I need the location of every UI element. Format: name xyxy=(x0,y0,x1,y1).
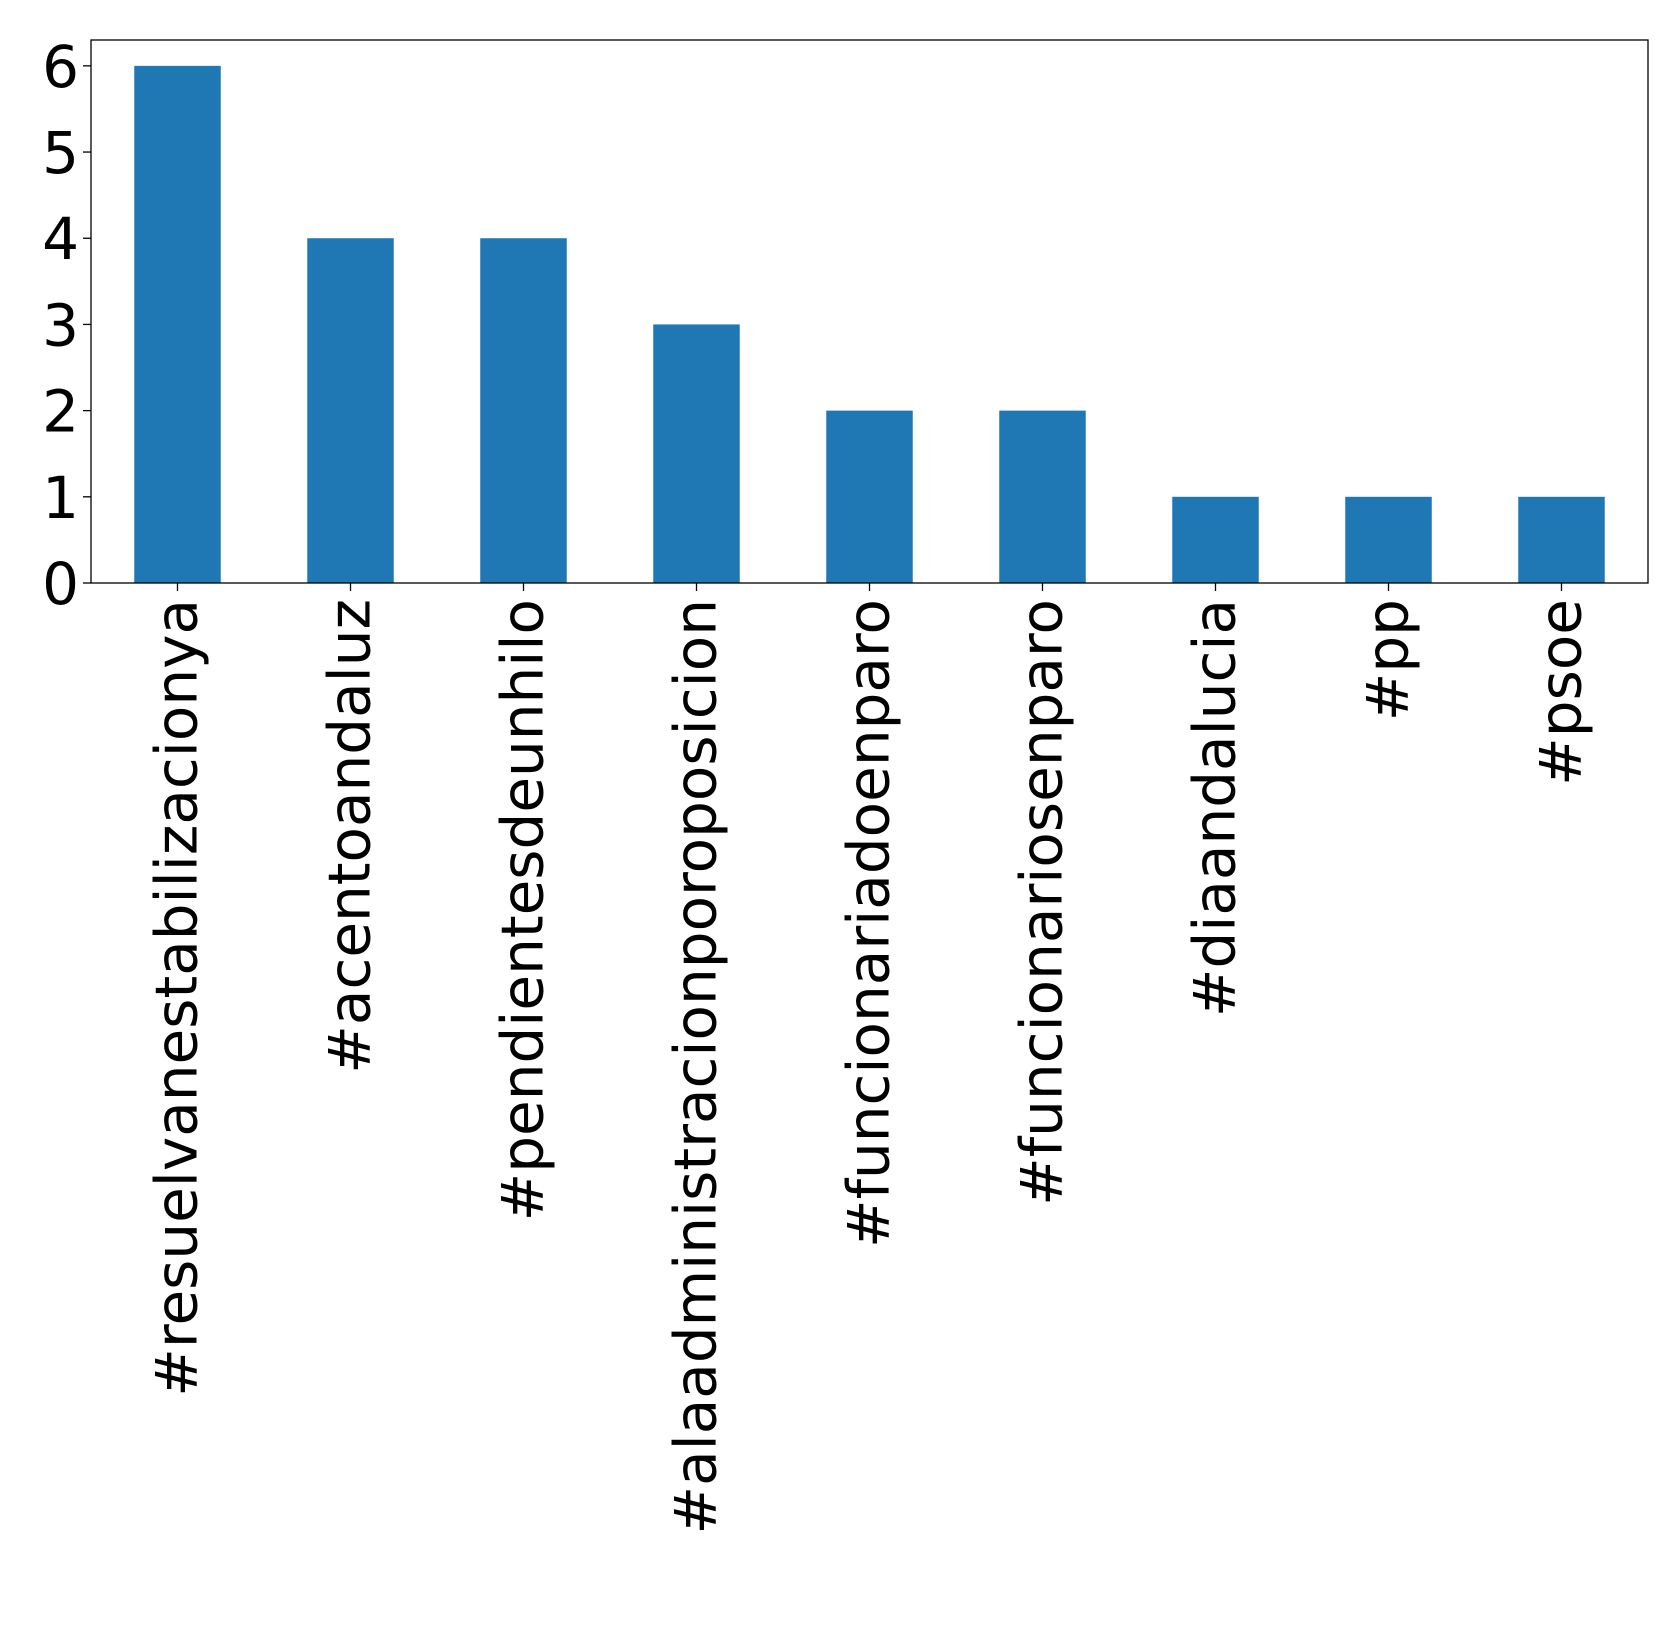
bars-group xyxy=(134,65,1605,584)
bar-5 xyxy=(999,410,1086,583)
bar-8 xyxy=(1518,496,1605,583)
bar-7 xyxy=(1345,496,1432,583)
plot-area-frame xyxy=(90,39,1649,584)
x-axis: #resuelvanestabilizacionya #acentoandaluz… xyxy=(143,583,1595,1534)
x-tick-label: #resuelvanestabilizacionya xyxy=(143,599,211,1397)
bar-3 xyxy=(653,324,740,583)
y-tick-label: 1 xyxy=(42,464,79,532)
x-tick-label: #diaandalucia xyxy=(1181,599,1249,1017)
bar-1 xyxy=(307,238,394,583)
x-tick-label: #pp xyxy=(1354,599,1422,721)
bar-2 xyxy=(480,238,567,583)
y-tick-label: 3 xyxy=(42,291,79,359)
y-tick-label: 5 xyxy=(42,119,79,187)
x-tick-label: #pendientesdeunhilo xyxy=(489,599,557,1221)
y-tick-label: 4 xyxy=(42,205,79,273)
bar-0 xyxy=(134,65,221,584)
y-tick-label: 6 xyxy=(42,33,79,101)
x-tick-label: #psoe xyxy=(1527,599,1595,786)
y-axis: 0 1 2 3 4 5 6 xyxy=(42,33,91,618)
x-tick-label: #funcionariosenparo xyxy=(1008,599,1076,1206)
x-tick-label: #alaadministracionporoposicion xyxy=(662,599,730,1534)
x-tick-label: #funcionariadoenparo xyxy=(835,599,903,1248)
bar-4 xyxy=(826,410,913,583)
bar-6 xyxy=(1172,496,1259,583)
x-tick-label: #acentoandaluz xyxy=(316,599,384,1074)
y-tick-label: 2 xyxy=(42,378,79,446)
y-tick-label: 0 xyxy=(42,550,79,618)
